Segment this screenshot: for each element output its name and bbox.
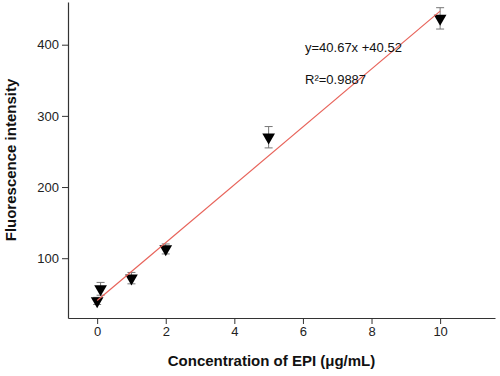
tick-label: 2 — [163, 324, 170, 339]
tick-mark — [303, 318, 304, 324]
plot-area: 0 2 4 6 8 10 100 200 300 400 — [37, 3, 495, 340]
marks — [91, 8, 447, 309]
tick: 300 — [37, 109, 68, 124]
x-axis-title: Concentration of EPI (μg/mL) — [168, 352, 376, 369]
tick-mark — [62, 258, 68, 259]
tick: 400 — [37, 37, 68, 52]
tick-mark — [62, 116, 68, 117]
axis-line — [69, 318, 496, 319]
tick: 200 — [37, 180, 68, 195]
tick: 10 — [433, 318, 447, 339]
tick-label: 100 — [37, 251, 59, 266]
tick-mark — [97, 318, 98, 324]
tick-mark — [372, 318, 373, 324]
point — [262, 134, 275, 145]
chart: 0 2 4 6 8 10 100 200 300 400 y=40.67x +40.52 R²=0.9… — [0, 0, 500, 376]
annotation: R²=0.9887 — [305, 72, 366, 87]
tick-mark — [440, 318, 441, 324]
tick-label: 4 — [231, 324, 238, 339]
tick-label: 0 — [94, 324, 101, 339]
tick-mark — [234, 318, 235, 324]
tick: 100 — [37, 251, 68, 266]
tick-label: 8 — [368, 324, 375, 339]
tick-label: 300 — [37, 109, 59, 124]
tick-label: 200 — [37, 180, 59, 195]
tick-label: 400 — [37, 37, 59, 52]
tick: 4 — [231, 318, 238, 339]
fit-line — [97, 11, 440, 300]
tick: 8 — [368, 318, 375, 339]
error-cap — [436, 29, 444, 30]
error-cap — [436, 7, 444, 8]
error-cap — [265, 147, 273, 148]
tick-label: 6 — [300, 324, 307, 339]
point — [91, 297, 104, 308]
y-axis-title: Fluorescence intensity — [2, 78, 19, 241]
tick-mark — [166, 318, 167, 324]
point — [434, 15, 447, 26]
error-cap — [97, 282, 105, 283]
x-axis: 0 2 4 6 8 10 — [69, 318, 496, 339]
y-axis: 100 200 300 400 — [37, 3, 68, 319]
tick-label: 10 — [433, 324, 447, 339]
tick: 6 — [300, 318, 307, 339]
annotation: y=40.67x +40.52 — [305, 40, 402, 55]
tick-mark — [62, 187, 68, 188]
error-cap — [265, 126, 273, 127]
tick: 2 — [163, 318, 170, 339]
tick: 0 — [94, 318, 101, 339]
axis-line — [68, 3, 69, 319]
tick-mark — [62, 45, 68, 46]
